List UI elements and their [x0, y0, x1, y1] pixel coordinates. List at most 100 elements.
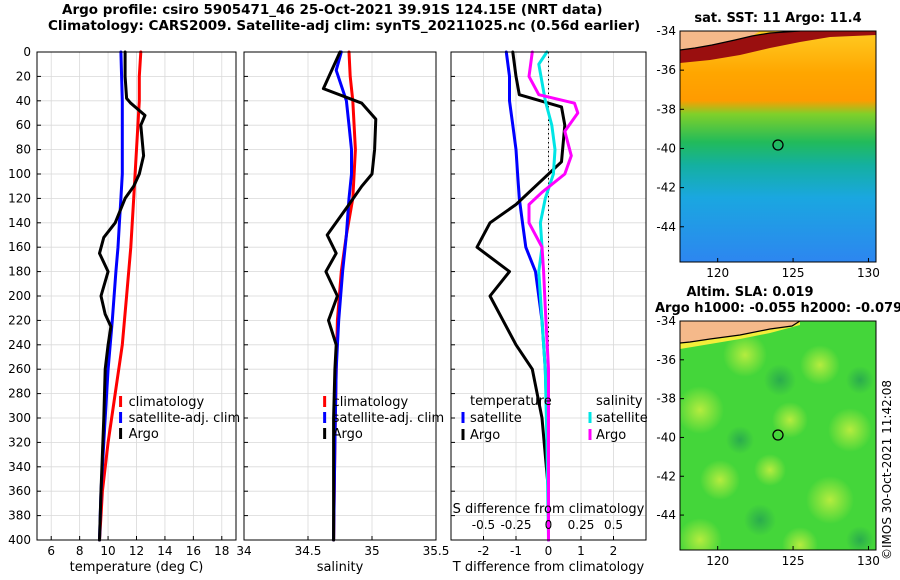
map-x-tick-label: 120 — [706, 266, 729, 280]
sla-map-frame — [679, 320, 877, 551]
salinity-profile: 34 34.5 35 35.5 salinity climatologysatellite… — [236, 50, 450, 575]
x-tick-label: 34 — [236, 544, 251, 558]
map-y-tick-label: -42 — [656, 181, 676, 195]
x-tick-label: 10 — [100, 544, 115, 558]
map-y-tick-label: -38 — [656, 392, 676, 406]
map-y-tick-label: -42 — [656, 469, 676, 483]
y-tick-label: 340 — [8, 460, 31, 474]
top-x-tick-label: -0.25 — [500, 518, 531, 532]
x-tick-label: 12 — [129, 544, 144, 558]
map-x-tick-label: 125 — [782, 266, 805, 280]
top-x-axis-label: S difference from climatology — [453, 502, 645, 517]
map-x-tick-label: 120 — [706, 554, 729, 568]
legend-label-0: climatology — [129, 395, 205, 410]
series-line-argo — [98, 50, 147, 542]
x-tick-label: 0 — [545, 544, 553, 558]
x-tick-label: 18 — [214, 544, 229, 558]
y-tick-label: 200 — [8, 289, 31, 303]
y-tick-label: 20 — [16, 69, 31, 83]
map-y-tick-label: -44 — [656, 508, 676, 522]
y-tick-label: 400 — [8, 533, 31, 547]
figure-title-line1: Argo profile: csiro 5905471_46 25-Oct-20… — [62, 2, 603, 18]
y-tick-label: 160 — [8, 240, 31, 254]
series-line-salinity-argo — [527, 50, 580, 542]
legend-label-2: Argo — [129, 427, 159, 442]
x-tick-label: 35.5 — [423, 544, 450, 558]
imos-credit: ©IMOS 30-Oct-2021 11:42:08 — [880, 379, 894, 560]
legend-label-2: Argo — [333, 427, 363, 442]
argo-location-marker — [772, 429, 784, 441]
legend-title-temperature: temperature — [470, 394, 552, 409]
top-x-tick-label: 0.5 — [604, 518, 623, 532]
legend-label-0: climatology — [333, 395, 409, 410]
y-tick-label: 260 — [8, 362, 31, 376]
x-tick-label: 2 — [610, 544, 618, 558]
argo-location-marker — [772, 139, 784, 151]
map-y-tick-label: -36 — [656, 353, 676, 367]
legend-label-1: satellite-adj. clim — [333, 411, 445, 426]
map-x-tick-label: 130 — [857, 266, 880, 280]
series-line-temperature-argo — [475, 50, 567, 542]
x-tick-label: -2 — [478, 544, 490, 558]
map-y-tick-label: -44 — [656, 220, 676, 234]
x-tick-label: 6 — [47, 544, 55, 558]
legend-label-satellite: satellite — [470, 411, 522, 426]
series-line-salinity-satellite — [537, 50, 557, 542]
top-x-tick-label: 0.25 — [568, 518, 595, 532]
x-tick-label: -1 — [510, 544, 522, 558]
legend-label-argo: Argo — [596, 428, 626, 443]
x-tick-label: 35 — [364, 544, 379, 558]
y-tick-label: 280 — [8, 387, 31, 401]
series-line-argo — [321, 50, 378, 542]
map-y-tick-label: -40 — [656, 430, 676, 444]
y-tick-label: 380 — [8, 509, 31, 523]
y-tick-label: 80 — [16, 143, 31, 157]
legend-label-argo: Argo — [470, 428, 500, 443]
y-tick-label: 120 — [8, 191, 31, 205]
x-tick-label: 14 — [157, 544, 172, 558]
y-tick-label: 60 — [16, 118, 31, 132]
y-tick-label: 360 — [8, 484, 31, 498]
legend-label-1: satellite-adj. clim — [129, 411, 241, 426]
sst-land — [680, 31, 876, 63]
figure-title-line2: Climatology: CARS2009. Satellite-adj cli… — [48, 18, 641, 34]
sla-anomaly-blobs — [680, 321, 874, 550]
y-tick-label: 140 — [8, 216, 31, 230]
x-tick-label: 34.5 — [295, 544, 322, 558]
legend-title-salinity: salinity — [596, 394, 643, 409]
x-tick-label: 1 — [577, 544, 585, 558]
sla-map: 120 125 130 -34 -36 -38 -40 -42 -44 — [656, 314, 880, 568]
axes-frame — [36, 51, 237, 541]
x-axis-label: salinity — [317, 560, 364, 575]
x-axis-label: T difference from climatology — [452, 560, 645, 575]
y-tick-label: 0 — [23, 45, 31, 59]
y-tick-label: 180 — [8, 265, 31, 279]
map-y-tick-label: -40 — [656, 141, 676, 155]
map-y-tick-label: -34 — [656, 314, 676, 328]
sst-field — [680, 31, 876, 262]
sla-map-title: Altim. SLA: 0.019 — [687, 285, 814, 300]
y-tick-label: 300 — [8, 411, 31, 425]
y-tick-label: 240 — [8, 338, 31, 352]
map-y-tick-label: -34 — [656, 24, 676, 38]
x-tick-label: 8 — [76, 544, 84, 558]
sst-map: 120 125 130 -34 -36 -38 -40 -42 -44 — [656, 24, 880, 280]
map-y-tick-label: -36 — [656, 63, 676, 77]
map-y-tick-label: -38 — [656, 102, 676, 116]
y-tick-label: 40 — [16, 94, 31, 108]
top-x-tick-label: -0.5 — [472, 518, 495, 532]
x-axis-label: temperature (deg C) — [70, 560, 204, 575]
sst-map-title: sat. SST: 11 Argo: 11.4 — [694, 11, 861, 26]
y-tick-label: 100 — [8, 167, 31, 181]
top-x-tick-label: 0 — [545, 518, 553, 532]
sst-map-frame — [679, 30, 877, 263]
sla-map-subtitle: Argo h1000: -0.055 h2000: -0.079 — [655, 301, 900, 316]
axes-frame — [243, 51, 437, 541]
series-line-satellite-adj-clim — [98, 50, 124, 542]
difference-profile: -2 -1 0 1 2 T difference from climatology -0.5… — [450, 50, 648, 575]
axes-frame — [450, 51, 647, 541]
legend-label-satellite: satellite — [596, 411, 648, 426]
y-tick-label: 320 — [8, 435, 31, 449]
y-tick-label: 220 — [8, 313, 31, 327]
